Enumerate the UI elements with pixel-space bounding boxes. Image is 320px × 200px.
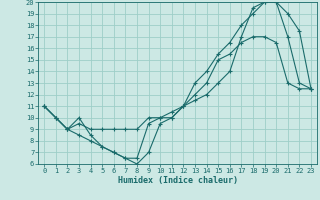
X-axis label: Humidex (Indice chaleur): Humidex (Indice chaleur) [118,176,238,185]
